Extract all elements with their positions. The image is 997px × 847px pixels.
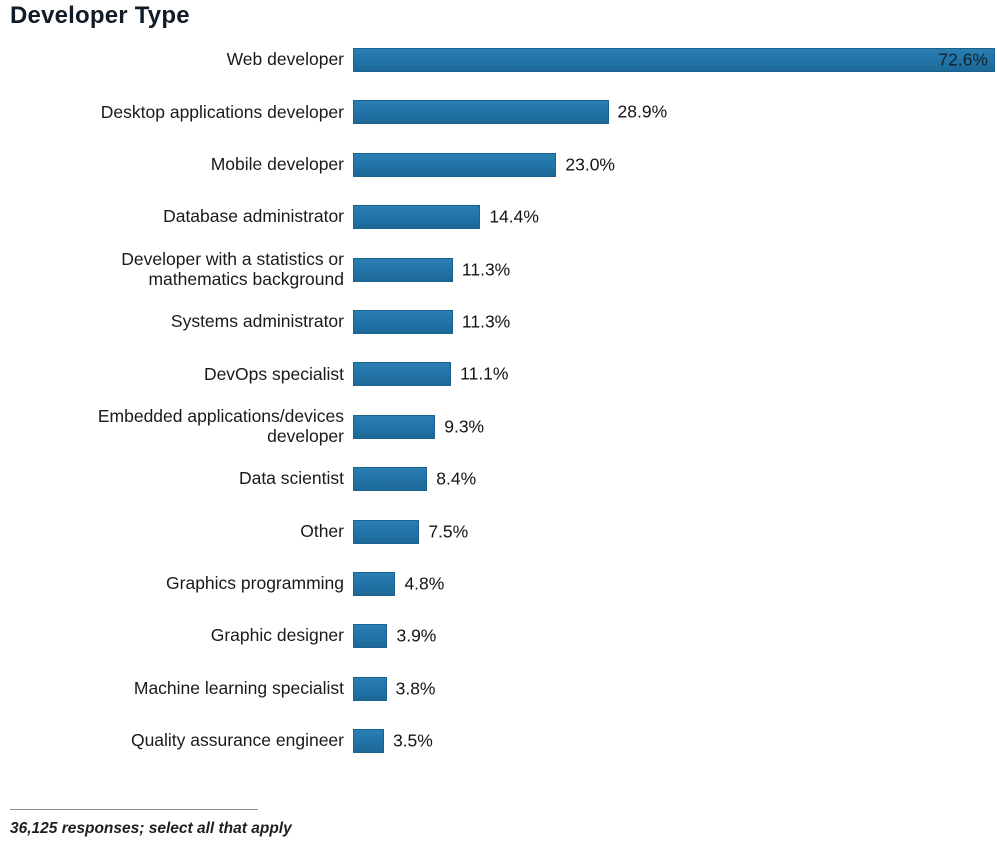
chart-row: Systems administrator 11.3% [0, 296, 997, 348]
category-label: DevOps specialist [203, 363, 344, 384]
bar-track: 7.5% [353, 519, 995, 544]
bar [353, 467, 428, 492]
category-label: Data scientist [238, 468, 344, 489]
value-label: 3.5% [392, 730, 433, 751]
bar-track: 14.4% [353, 205, 995, 230]
bar [353, 309, 453, 334]
value-label: 11.3% [461, 259, 511, 280]
bar [353, 571, 396, 596]
bar [353, 152, 557, 177]
category-label: Quality assurance engineer [130, 730, 344, 751]
category-label: Systems administrator [170, 311, 344, 332]
footnote-divider [10, 809, 258, 811]
bar-track: 11.3% [353, 257, 995, 282]
chart-row: Other 7.5% [0, 505, 997, 557]
bar [353, 257, 453, 282]
chart-row: Machine learning specialist 3.8% [0, 662, 997, 714]
chart-title: Developer Type [10, 2, 190, 29]
chart-row: Data scientist 8.4% [0, 453, 997, 505]
value-label: 28.9% [617, 101, 668, 122]
value-label: 23.0% [565, 154, 615, 175]
bar-chart: Web developer 72.6% Desktop applications d… [0, 34, 997, 767]
chart-footer: 36,125 responses; select all that apply [10, 809, 997, 838]
value-label: 7.5% [428, 521, 469, 541]
value-label: 4.8% [404, 573, 445, 594]
bar [353, 205, 481, 230]
bar-track: 11.1% [353, 362, 995, 387]
chart-row: Embedded applications/devices developer 9… [0, 401, 997, 453]
bar-track: 3.5% [353, 729, 995, 754]
chart-row: Quality assurance engineer 3.5% [0, 715, 997, 767]
bar-track: 3.9% [353, 624, 995, 649]
value-label: 72.6% [938, 49, 988, 70]
bar [353, 729, 384, 754]
chart-row: Desktop applications developer 28.9% [0, 86, 997, 138]
value-label: 3.8% [395, 678, 436, 699]
category-label: Desktop applications developer [100, 101, 344, 122]
bar-track: 28.9% [353, 100, 995, 125]
bar [353, 676, 387, 701]
chart-row: Database administrator 14.4% [0, 191, 997, 243]
bar-track: 4.8% [353, 571, 995, 596]
category-label: Mobile developer [210, 153, 344, 174]
category-label: Machine learning specialist [133, 677, 344, 698]
chart-row: DevOps specialist 11.1% [0, 348, 997, 400]
value-label: 3.9% [396, 625, 437, 646]
chart-row: Graphic designer 3.9% [0, 610, 997, 662]
category-label: Developer with a statistics or mathemati… [121, 248, 344, 289]
bar-track: 8.4% [353, 467, 995, 492]
chart-row: Web developer 72.6% [0, 34, 997, 86]
category-label: Embedded applications/devices developer [97, 406, 344, 446]
value-label: 9.3% [444, 416, 485, 437]
chart-row: Mobile developer 23.0% [0, 139, 997, 191]
footnote-text: 36,125 responses; select all that apply [10, 820, 292, 838]
category-label: Graphic designer [210, 625, 344, 646]
bar: 72.6% [353, 47, 995, 72]
category-label: Web developer [226, 49, 344, 70]
value-label: 14.4% [489, 206, 539, 227]
bar-track: 72.6% [353, 47, 995, 72]
chart-row: Developer with a statistics or mathemati… [0, 243, 997, 295]
bar [353, 414, 436, 439]
bar-track: 9.3% [353, 414, 995, 439]
bar [353, 624, 388, 649]
chart-row: Graphics programming 4.8% [0, 558, 997, 610]
category-label: Database administrator [163, 206, 344, 227]
value-label: 8.4% [436, 468, 477, 489]
category-label: Other [300, 520, 344, 541]
bar-track: 3.8% [353, 676, 995, 701]
value-label: 11.1% [460, 363, 509, 384]
category-label: Graphics programming [166, 573, 344, 594]
bar [353, 519, 420, 544]
bar [353, 100, 609, 125]
value-label: 11.3% [461, 311, 511, 332]
bar-track: 11.3% [353, 309, 995, 334]
bar-track: 23.0% [353, 152, 995, 177]
bar [353, 362, 452, 387]
